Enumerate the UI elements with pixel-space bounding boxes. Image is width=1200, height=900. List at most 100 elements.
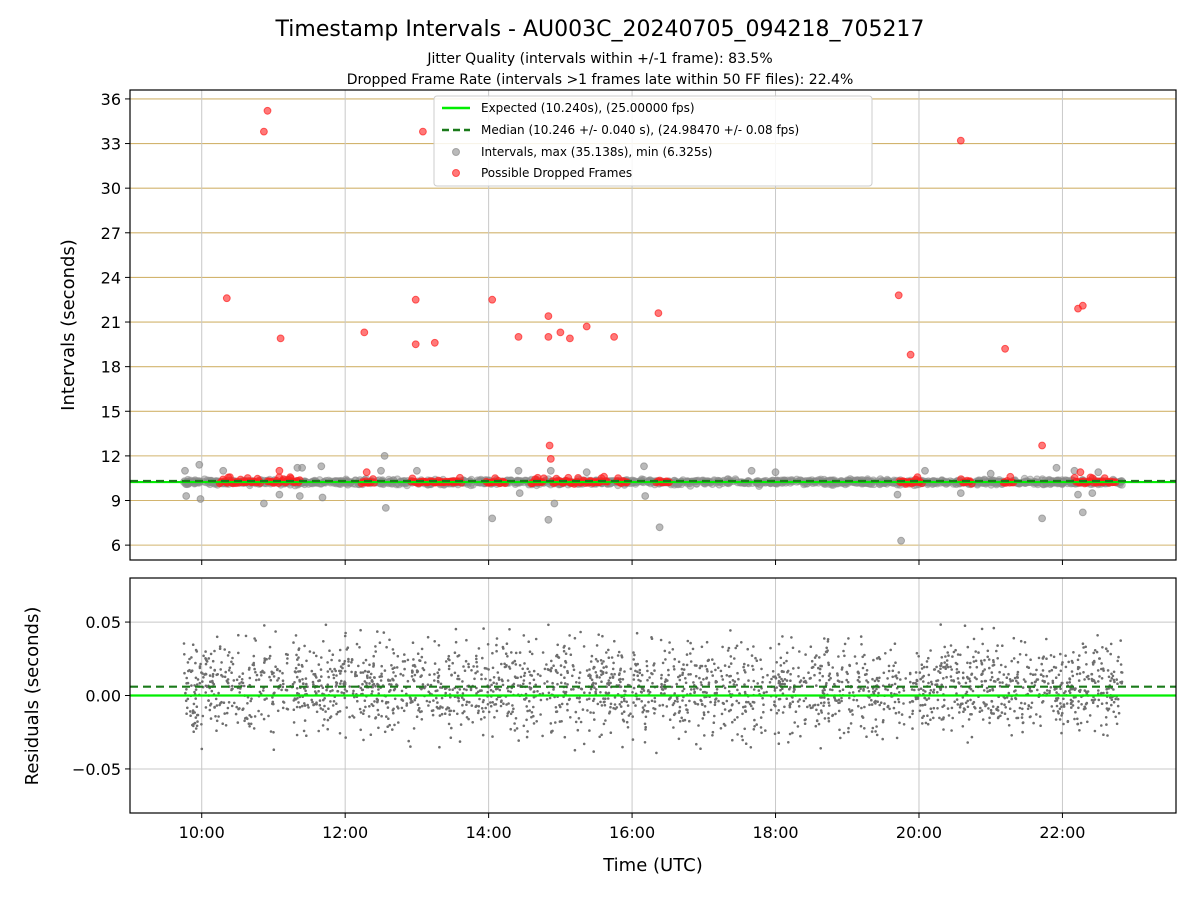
residual-point bbox=[473, 677, 476, 681]
residual-point bbox=[564, 661, 568, 664]
residual-point bbox=[503, 662, 506, 666]
residual-point bbox=[511, 710, 514, 713]
interval-outlier-point-1 bbox=[182, 492, 191, 500]
residual-point bbox=[726, 649, 730, 652]
residual-point bbox=[815, 719, 819, 722]
residual-point bbox=[274, 665, 277, 668]
residual-point bbox=[1098, 675, 1101, 678]
residuals-panel: −0.050.000.05 10:00 12:00 14:00 16:00 18:00 2… bbox=[22, 577, 1177, 876]
residual-point bbox=[592, 750, 595, 753]
residual-point bbox=[605, 671, 608, 674]
residual-point bbox=[949, 675, 953, 678]
residual-point bbox=[754, 656, 757, 660]
residual-point bbox=[357, 664, 360, 668]
residual-point bbox=[354, 670, 357, 674]
residual-point bbox=[722, 722, 726, 726]
residual-point bbox=[734, 646, 737, 650]
residual-point bbox=[195, 724, 199, 728]
residual-point bbox=[343, 670, 347, 673]
residuals-y-axis-label: Residuals (seconds) bbox=[22, 607, 43, 786]
residual-point bbox=[1055, 691, 1058, 694]
residual-point bbox=[717, 666, 720, 670]
dropped-frame-point-16 bbox=[546, 455, 555, 463]
residual-point bbox=[974, 659, 978, 663]
residual-point bbox=[668, 641, 671, 644]
residual-point bbox=[686, 708, 689, 712]
residual-point bbox=[374, 685, 377, 688]
residual-point bbox=[511, 661, 514, 665]
residual-point bbox=[860, 643, 863, 646]
residual-point bbox=[216, 673, 219, 676]
dropped-frame-point-8 bbox=[411, 340, 420, 349]
x-axis-label: Time (UTC) bbox=[602, 855, 703, 876]
residual-point bbox=[211, 675, 215, 678]
residual-point bbox=[737, 677, 740, 681]
residual-point bbox=[831, 688, 834, 692]
residual-point bbox=[872, 658, 875, 662]
residual-point bbox=[1077, 679, 1081, 682]
residual-point bbox=[684, 704, 688, 707]
residual-point bbox=[660, 682, 663, 686]
residual-point bbox=[484, 706, 488, 710]
residual-point bbox=[913, 688, 916, 692]
residual-point bbox=[632, 651, 635, 654]
residual-point bbox=[746, 647, 749, 651]
residual-point bbox=[847, 637, 850, 640]
residual-point bbox=[1023, 641, 1027, 644]
residual-point bbox=[285, 661, 289, 665]
residual-point bbox=[1007, 672, 1010, 676]
residual-point bbox=[578, 671, 582, 674]
residual-point bbox=[731, 738, 734, 742]
residual-point bbox=[1109, 679, 1112, 683]
residual-point bbox=[359, 711, 363, 714]
residual-point bbox=[653, 700, 657, 703]
residual-point bbox=[875, 733, 879, 737]
residual-point bbox=[755, 659, 759, 662]
residual-point bbox=[645, 664, 649, 668]
residual-point bbox=[185, 676, 188, 680]
residual-point bbox=[498, 688, 502, 692]
residual-point bbox=[940, 662, 943, 665]
residual-point bbox=[247, 722, 251, 725]
residual-point bbox=[193, 690, 196, 694]
residual-point bbox=[459, 723, 463, 726]
residual-point bbox=[769, 708, 773, 712]
residual-point bbox=[397, 721, 400, 724]
residual-point bbox=[572, 668, 576, 672]
residual-point bbox=[318, 699, 322, 702]
residual-point bbox=[500, 678, 504, 681]
residual-point bbox=[495, 637, 499, 640]
residual-point bbox=[420, 674, 423, 677]
residual-point bbox=[326, 670, 330, 673]
residual-point bbox=[950, 679, 953, 682]
residual-point bbox=[444, 660, 448, 663]
residual-point bbox=[856, 670, 860, 674]
residual-point bbox=[660, 677, 663, 680]
residual-point bbox=[527, 640, 530, 643]
residual-point bbox=[773, 700, 776, 703]
residual-point bbox=[751, 707, 755, 710]
residual-point bbox=[995, 708, 999, 711]
residual-point bbox=[1007, 700, 1011, 703]
residual-point bbox=[218, 703, 221, 707]
residual-point bbox=[450, 674, 453, 677]
residual-point bbox=[939, 667, 942, 670]
residual-point bbox=[727, 646, 731, 650]
residual-point bbox=[295, 733, 299, 737]
residual-point bbox=[752, 679, 755, 683]
dropped-frame-point-1 bbox=[260, 127, 268, 136]
residual-point bbox=[183, 671, 186, 675]
residual-point bbox=[401, 674, 405, 677]
residual-point bbox=[532, 705, 535, 709]
residual-point bbox=[318, 703, 322, 707]
residual-point bbox=[755, 723, 758, 726]
residual-point bbox=[698, 676, 701, 680]
residual-point bbox=[1070, 701, 1073, 705]
residual-point bbox=[921, 716, 924, 719]
residual-point bbox=[514, 676, 518, 679]
residual-point bbox=[388, 638, 391, 642]
residual-point bbox=[618, 703, 622, 706]
residual-point bbox=[268, 675, 271, 679]
residual-point bbox=[897, 711, 901, 714]
residual-point bbox=[863, 727, 866, 730]
